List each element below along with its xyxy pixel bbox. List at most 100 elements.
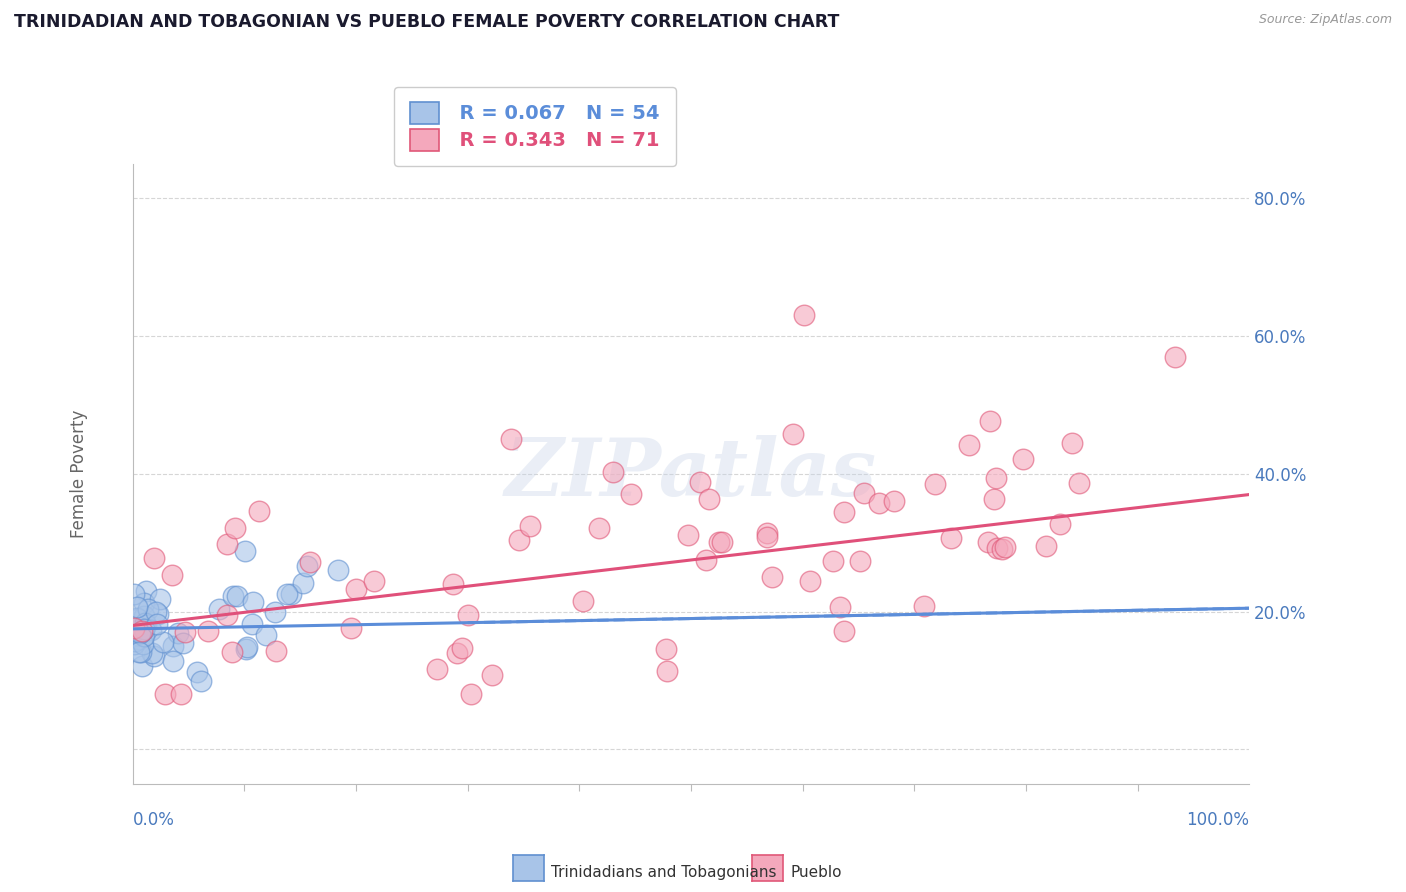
Point: [217, 608, 239, 623]
Point: [221, 645, 243, 659]
Point: [127, 612, 149, 626]
Point: [122, 637, 145, 651]
Point: [756, 530, 779, 544]
Point: [122, 587, 145, 601]
Point: [1060, 436, 1083, 450]
Text: TRINIDADIAN AND TOBAGONIAN VS PUEBLO FEMALE POVERTY CORRELATION CHART: TRINIDADIAN AND TOBAGONIAN VS PUEBLO FEM…: [14, 13, 839, 31]
Point: [1012, 452, 1035, 467]
Point: [134, 608, 156, 623]
Point: [128, 645, 150, 659]
Point: [222, 589, 245, 603]
Point: [166, 626, 188, 640]
Point: [457, 607, 479, 622]
Point: [1164, 350, 1187, 364]
Point: [676, 528, 699, 542]
Point: [172, 636, 194, 650]
Point: [162, 639, 184, 653]
Point: [441, 577, 464, 591]
Point: [602, 465, 624, 479]
Point: [170, 687, 193, 701]
Point: [883, 493, 905, 508]
Point: [122, 624, 145, 638]
Text: 0.0%: 0.0%: [132, 812, 174, 830]
Point: [134, 616, 156, 631]
Point: [328, 563, 350, 577]
Point: [254, 628, 277, 642]
Legend:   R = 0.067   N = 54,   R = 0.343   N = 71: R = 0.067 N = 54, R = 0.343 N = 71: [394, 87, 675, 166]
Point: [186, 665, 208, 679]
Point: [127, 628, 149, 642]
Point: [799, 574, 821, 588]
Point: [983, 491, 1005, 506]
Point: [235, 642, 257, 657]
Point: [977, 535, 1000, 549]
Text: Female Poverty: Female Poverty: [70, 409, 89, 538]
Point: [853, 486, 876, 500]
Text: Source: ZipAtlas.com: Source: ZipAtlas.com: [1258, 13, 1392, 27]
Point: [124, 633, 146, 648]
Point: [135, 583, 157, 598]
Point: [240, 616, 263, 631]
Point: [135, 618, 157, 632]
Point: [131, 658, 153, 673]
Point: [1069, 475, 1091, 490]
Point: [276, 587, 298, 601]
Point: [426, 662, 449, 676]
Point: [134, 596, 156, 610]
Point: [695, 553, 717, 567]
Point: [174, 625, 197, 640]
Point: [152, 634, 174, 648]
Text: Pueblo: Pueblo: [790, 865, 842, 880]
Point: [143, 551, 166, 566]
Point: [129, 645, 152, 659]
Point: [868, 496, 890, 510]
Point: [994, 540, 1017, 554]
Point: [143, 649, 166, 664]
Point: [128, 632, 150, 646]
Point: [125, 600, 148, 615]
Point: [481, 668, 503, 682]
Point: [134, 629, 156, 643]
Point: [657, 664, 679, 678]
Text: ZIPatlas: ZIPatlas: [505, 435, 877, 513]
Point: [149, 592, 172, 607]
Point: [821, 554, 844, 568]
Point: [298, 555, 321, 569]
Point: [155, 687, 177, 701]
Point: [162, 567, 184, 582]
Point: [460, 687, 482, 701]
Point: [146, 617, 169, 632]
Point: [572, 594, 595, 608]
Point: [122, 629, 145, 643]
Point: [832, 505, 855, 519]
Point: [132, 637, 155, 651]
Point: [710, 535, 733, 549]
Point: [939, 531, 962, 545]
Text: 100.0%: 100.0%: [1187, 812, 1250, 830]
Point: [446, 646, 468, 660]
Point: [141, 646, 163, 660]
Point: [132, 622, 155, 636]
Point: [979, 414, 1001, 428]
Point: [225, 589, 247, 603]
Point: [233, 544, 256, 558]
Point: [654, 641, 676, 656]
Point: [124, 622, 146, 636]
Point: [1049, 516, 1071, 531]
Text: Trinidadians and Tobagonians: Trinidadians and Tobagonians: [551, 865, 776, 880]
Point: [363, 574, 385, 589]
Point: [295, 559, 318, 574]
Point: [141, 623, 163, 637]
Point: [924, 477, 946, 491]
Point: [145, 605, 167, 619]
Point: [346, 582, 368, 596]
Point: [519, 519, 541, 533]
Point: [697, 491, 720, 506]
Point: [1035, 539, 1057, 553]
Point: [215, 537, 238, 551]
Point: [689, 475, 711, 489]
Point: [242, 595, 264, 609]
Point: [828, 600, 851, 615]
Point: [990, 541, 1012, 556]
Point: [451, 641, 474, 656]
